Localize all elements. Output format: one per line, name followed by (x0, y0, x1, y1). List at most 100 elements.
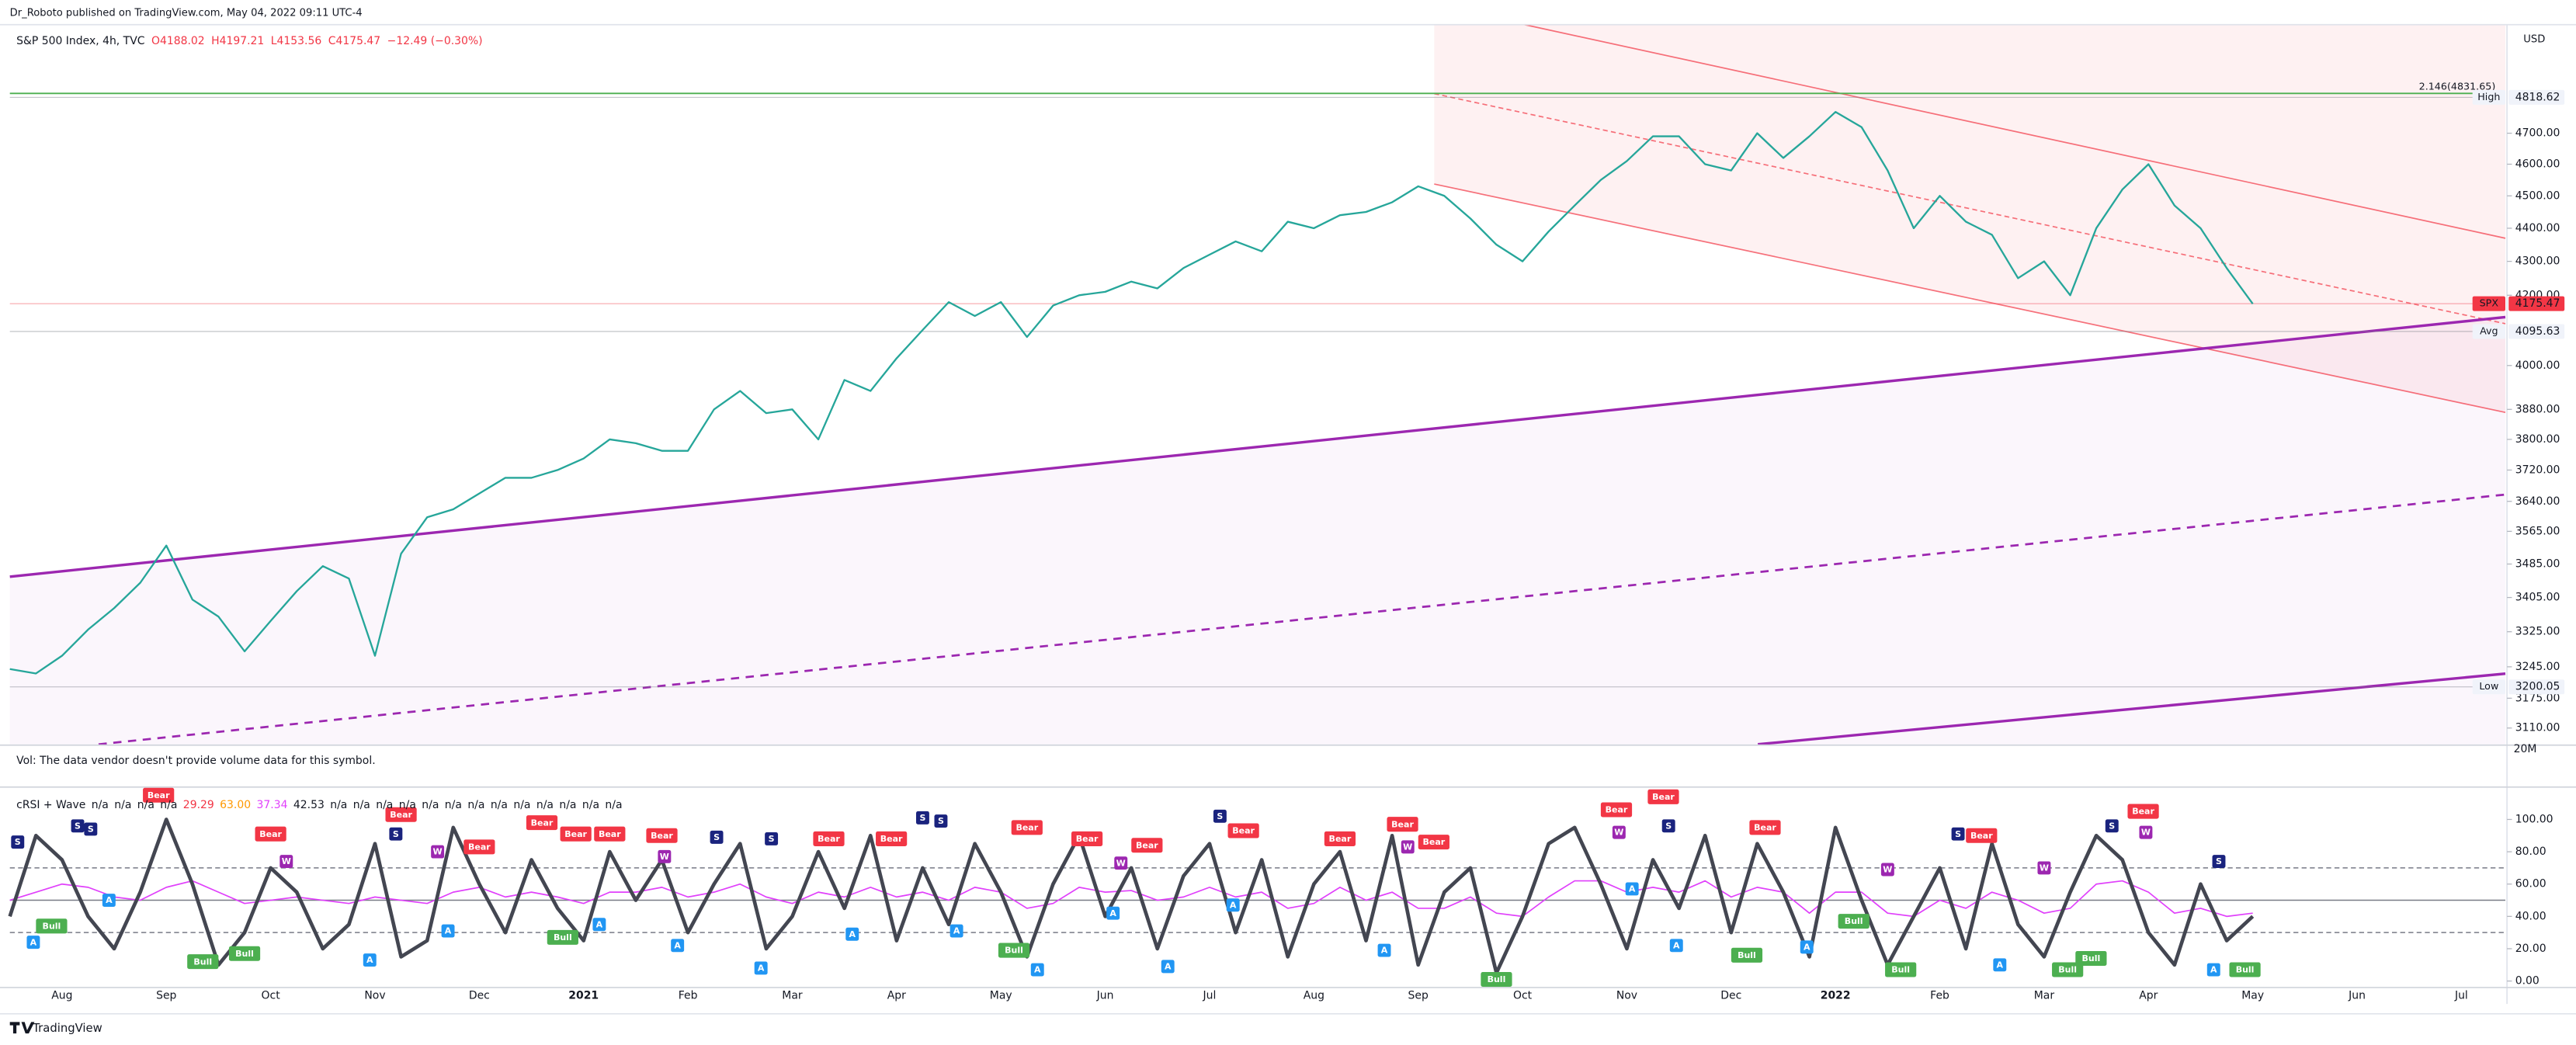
fib-label: 2.146(4831.65) (2419, 80, 2496, 92)
signal-marker (1625, 882, 1639, 896)
x-tick-label: Apr (2139, 990, 2158, 1002)
legend-title: cRSI + Wave (16, 799, 85, 811)
signal-label: S (1955, 829, 1961, 839)
signal-marker (998, 943, 1030, 958)
signal-marker (1213, 809, 1227, 823)
y-tick-label: 3800.00 (2515, 433, 2560, 446)
signal-label: A (1629, 884, 1636, 894)
y-tick-label: 4400.00 (2515, 222, 2560, 234)
hline-value-box (2508, 89, 2565, 105)
data-line (9, 880, 2253, 918)
y-tick-label: 4600.00 (2515, 158, 2560, 171)
signal-label: Bear (259, 829, 282, 839)
signal-label: Bull (235, 949, 254, 959)
signal-marker (1131, 838, 1163, 853)
legend: cRSI + Wave n/a n/a n/a n/a 29.29 63.00 37.34 42… (16, 799, 622, 811)
legend-value: n/a (160, 799, 177, 811)
signal-label: A (596, 919, 603, 929)
signal-marker (765, 831, 779, 845)
hline-value-box (2508, 296, 2565, 311)
currency: USD (2523, 33, 2545, 45)
x-tick-label: Nov (1616, 990, 1637, 1002)
signal-marker (1418, 835, 1449, 850)
signal-label: S (713, 832, 720, 842)
y-tick-label: 3110.00 (2515, 722, 2560, 734)
signal-marker (1377, 943, 1391, 957)
channel-upper (1524, 23, 2506, 239)
legend-value: n/a (376, 799, 393, 811)
signal-marker (84, 822, 98, 836)
signal-marker (1647, 789, 1679, 804)
hline-name: Avg (2480, 325, 2498, 336)
signal-marker (2139, 825, 2153, 839)
y-tick-label: 3485.00 (2515, 557, 2560, 570)
x-tick-label: Sep (1408, 990, 1429, 1002)
y-tick-label: 3245.00 (2515, 661, 2560, 673)
ohlc-value: L4153.56 (271, 35, 321, 47)
signal-marker (279, 855, 293, 869)
legend-value: n/a (114, 799, 131, 811)
signal-label: W (1403, 842, 1412, 852)
signal-label: A (1230, 900, 1237, 910)
signal-label: S (1665, 821, 1672, 831)
signal-label: Bear (599, 829, 621, 839)
signal-marker (1951, 827, 1965, 841)
signal-label: Bear (1423, 837, 1446, 847)
signal-marker (1838, 914, 1870, 929)
hline-value: 4175.47 (2515, 297, 2560, 310)
purple-upper (9, 315, 2506, 578)
signal-label: Bear (880, 834, 903, 844)
signal-marker (876, 831, 908, 846)
hline-name: High (2477, 91, 2500, 102)
publisher: Dr_Roboto published on TradingView.com, … (10, 7, 363, 19)
signal-label: A (953, 926, 960, 936)
x-tick-label: Aug (51, 990, 72, 1002)
signal-label: Bear (1329, 834, 1352, 844)
signal-label: Bear (1076, 834, 1099, 844)
signal-label: A (1109, 908, 1116, 918)
volume-note: Vol: The data vendor doesn't provide vol… (16, 755, 375, 767)
signal-label: S (15, 837, 21, 847)
signal-label: A (366, 955, 373, 965)
hline-name: Low (2479, 680, 2498, 692)
x-tick-label: Feb (1930, 990, 1949, 1002)
y-tick-label: 4700.00 (2515, 127, 2560, 140)
legend-value: n/a (137, 799, 154, 811)
signal-marker (2229, 962, 2261, 977)
signal-label: Bear (1754, 823, 1776, 833)
hline-value: 4095.63 (2515, 325, 2560, 338)
signal-marker (526, 815, 558, 831)
signal-label: A (758, 963, 765, 974)
signal-marker (646, 828, 678, 843)
signal-marker (560, 826, 592, 842)
signal-label: A (1673, 940, 1680, 950)
legend-value: n/a (92, 799, 109, 811)
x-tick-label: Jul (2454, 990, 2468, 1002)
signal-label: A (1165, 962, 1172, 972)
logo (9, 1022, 35, 1034)
x-tick-label: May (2241, 990, 2264, 1002)
y-tick-label: 4000.00 (2515, 359, 2560, 372)
signal-marker (1612, 825, 1626, 839)
signal-marker (2212, 855, 2226, 869)
legend-value: n/a (330, 799, 347, 811)
signal-marker (1731, 947, 1763, 963)
signal-marker (71, 819, 85, 833)
x-tick-label: Aug (1304, 990, 1324, 1002)
signal-marker (754, 961, 768, 975)
signal-label: Bull (1488, 974, 1506, 984)
signal-label: W (282, 856, 291, 866)
signal-label: S (75, 821, 81, 831)
hline-name: SPX (2480, 297, 2499, 309)
signal-marker (594, 826, 626, 842)
signal-label: Bull (193, 956, 212, 967)
x-tick-label: Jun (2348, 990, 2366, 1002)
y-tick-label: 3325.00 (2515, 626, 2560, 638)
signal-marker (2105, 819, 2119, 833)
signal-marker (1749, 820, 1781, 835)
ohlc-value: −12.49 (−0.30%) (387, 35, 483, 47)
y-tick-label: 80.00 (2515, 845, 2546, 858)
legend-value: 42.53 (293, 799, 325, 811)
signal-marker (671, 939, 685, 953)
